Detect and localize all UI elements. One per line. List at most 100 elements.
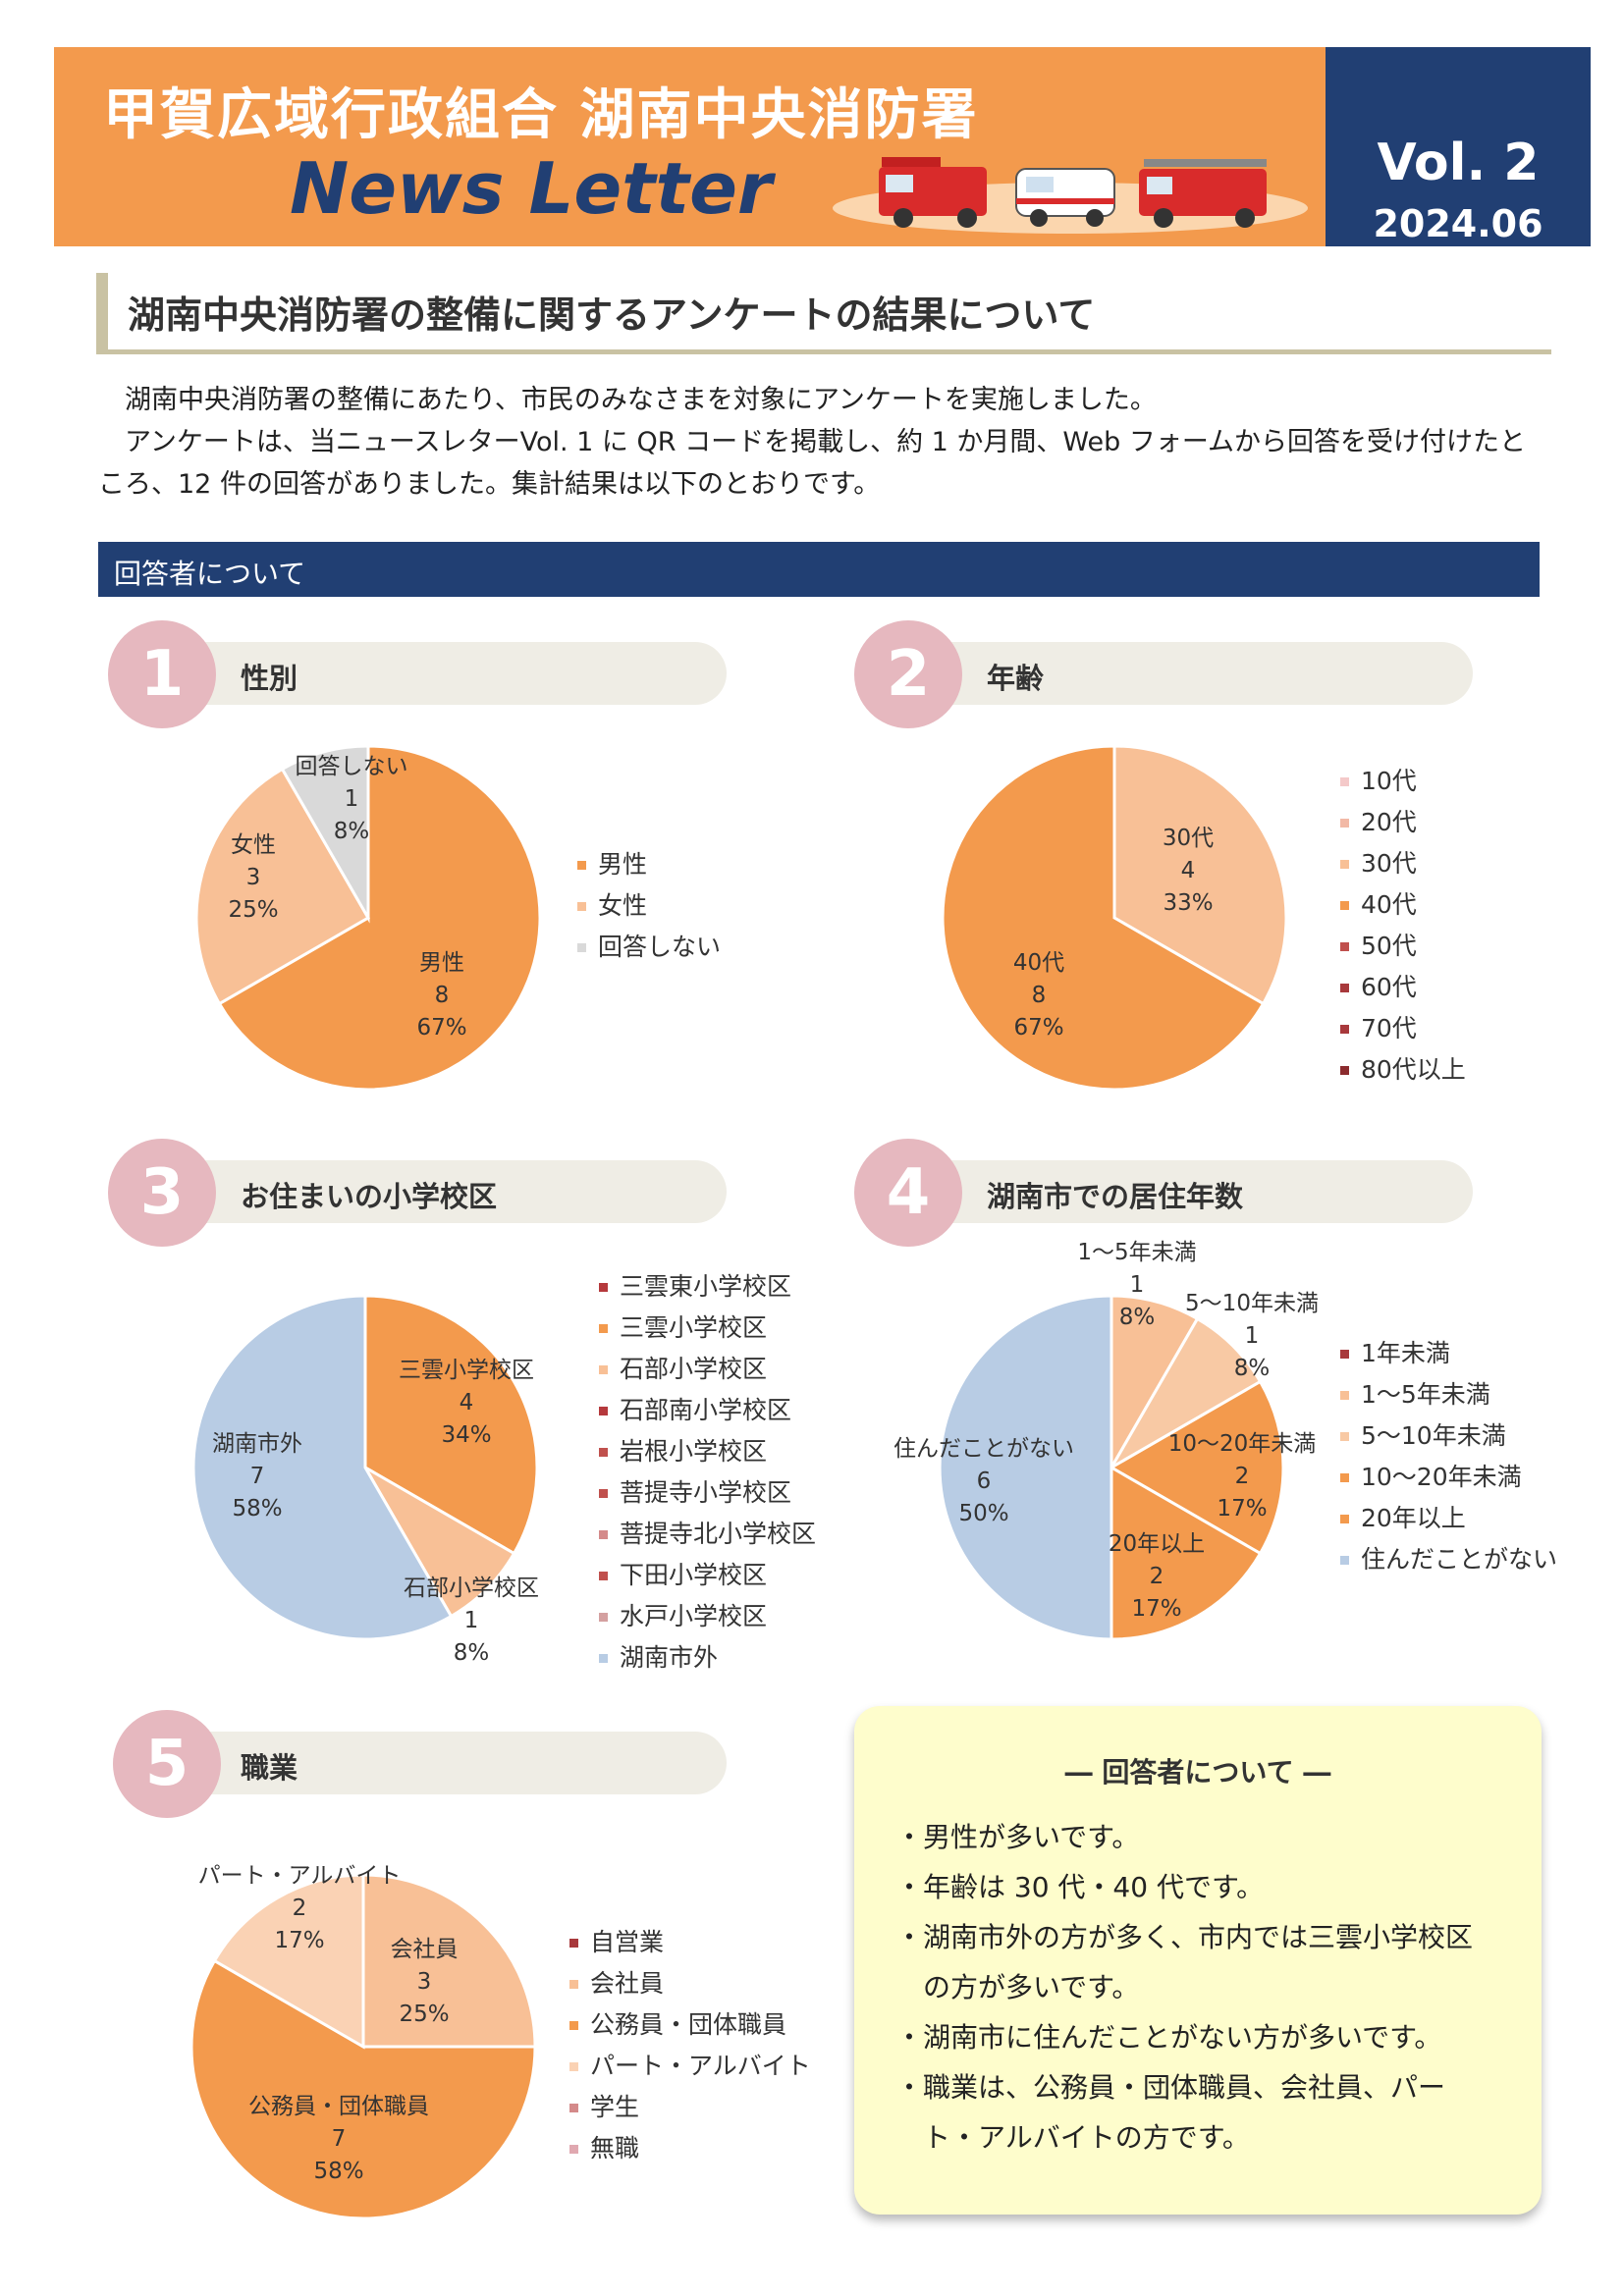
question-1-label: 性別 bbox=[241, 662, 298, 695]
slice-label: 会社員 3 25% bbox=[391, 1934, 459, 2031]
legend-swatch bbox=[569, 2144, 578, 2154]
slice-percent: 17% bbox=[1131, 1596, 1182, 1622]
legend-label: 10代 bbox=[1361, 767, 1417, 795]
slice-percent: 8% bbox=[453, 1640, 490, 1666]
legend-item: 菩提寺小学校区 bbox=[599, 1472, 816, 1514]
legend-swatch bbox=[1340, 776, 1349, 786]
legend-item: 住んだことがない bbox=[1340, 1539, 1557, 1580]
legend-label: 水戸小学校区 bbox=[620, 1602, 768, 1630]
slice-count: 7 bbox=[331, 2126, 347, 2152]
chart-legend-4: 1年未満 1～5年未満 5～10年未満 10～20年未満 20年以上住んだことがない bbox=[1340, 1333, 1557, 1580]
question-2-number: 2 bbox=[854, 620, 962, 728]
intro-text: 湖南中央消防署の整備にあたり、市民のみなさまを対象にアンケートを実施しました。 … bbox=[98, 379, 1551, 506]
legend-label: 50代 bbox=[1361, 932, 1417, 960]
legend-swatch bbox=[577, 942, 586, 952]
slice-label: 石部小学校区 1 8% bbox=[404, 1573, 539, 1670]
chart-legend-5: 自営業 会社員 公務員・団体職員 パート・アルバイト 学生 無職 bbox=[569, 1922, 811, 2169]
legend-item: 会社員 bbox=[569, 1963, 811, 2004]
legend-label: 石部小学校区 bbox=[620, 1355, 768, 1383]
chart-legend-2: 10代 20代 30代 40代 50代 60代 70代 80代以上 bbox=[1340, 761, 1466, 1091]
slice-percent: 58% bbox=[232, 1496, 283, 1522]
legend-item: 5～10年未満 bbox=[1340, 1415, 1557, 1457]
legend-item: 10代 bbox=[1340, 761, 1466, 802]
summary-item: ・年齢は 30 代・40 代です。 bbox=[895, 1871, 1265, 1903]
legend-item: 石部南小学校区 bbox=[599, 1390, 816, 1431]
legend-swatch bbox=[599, 1529, 608, 1539]
slice-category: 女性 bbox=[231, 832, 276, 858]
pie-slice-3-3 bbox=[191, 1294, 454, 1641]
slice-label: 回答しない 1 8% bbox=[296, 751, 408, 848]
legend-label: 30代 bbox=[1361, 849, 1417, 878]
legend-item: 自営業 bbox=[569, 1922, 811, 1963]
legend-label: 60代 bbox=[1361, 973, 1417, 1001]
pie-slice-4-4 bbox=[1110, 1465, 1263, 1641]
legend-item: 1～5年未満 bbox=[1340, 1374, 1557, 1415]
legend-swatch bbox=[599, 1282, 608, 1292]
slice-category: パート・アルバイト bbox=[197, 1863, 402, 1889]
legend-swatch bbox=[1340, 1390, 1349, 1400]
summary-item: ・職業は、公務員・団体職員、会社員、パート・アルバイトの方です。 bbox=[895, 2071, 1446, 2154]
question-5-number: 5 bbox=[113, 1710, 221, 1818]
slice-category: 公務員・団体職員 bbox=[248, 2094, 429, 2119]
legend-swatch bbox=[599, 1323, 608, 1333]
legend-label: 20年以上 bbox=[1361, 1504, 1466, 1532]
pie-slice-5-2 bbox=[189, 1958, 537, 2220]
chart-legend-3: 三雲東小学校区 三雲小学校区 石部小学校区 石部南小学校区 岩根小学校区 菩提寺小学校区菩… bbox=[599, 1266, 816, 1679]
legend-item: 20年以上 bbox=[1340, 1498, 1557, 1539]
legend-swatch bbox=[599, 1488, 608, 1498]
legend-swatch bbox=[569, 2103, 578, 2112]
slice-count: 3 bbox=[416, 1969, 432, 1995]
slice-percent: 17% bbox=[1217, 1496, 1268, 1522]
pie-slice-4-5 bbox=[938, 1294, 1113, 1641]
legend-label: 10～20年未満 bbox=[1361, 1463, 1522, 1491]
legend-label: 自営業 bbox=[590, 1928, 665, 1956]
legend-item: 水戸小学校区 bbox=[599, 1596, 816, 1637]
legend-item: 30代 bbox=[1340, 843, 1466, 884]
question-5-label: 職業 bbox=[241, 1751, 298, 1785]
slice-category: 20年以上 bbox=[1108, 1531, 1206, 1557]
legend-item: 20代 bbox=[1340, 802, 1466, 843]
legend-item: 菩提寺北小学校区 bbox=[599, 1514, 816, 1555]
summary-item: ・湖南市に住んだことがない方が多いです。 bbox=[895, 2021, 1442, 2054]
slice-category: 石部小学校区 bbox=[404, 1575, 539, 1601]
legend-item: 男性 bbox=[577, 844, 721, 885]
respondents-bar: 回答者について bbox=[98, 542, 1540, 597]
slice-count: 1 bbox=[344, 786, 359, 812]
section-title: 湖南中央消防署の整備に関するアンケートの結果について bbox=[128, 294, 1096, 337]
slice-label: 10～20年未満 2 17% bbox=[1168, 1428, 1317, 1525]
slice-percent: 58% bbox=[313, 2159, 364, 2184]
slice-percent: 8% bbox=[333, 819, 370, 844]
legend-item: 公務員・団体職員 bbox=[569, 2004, 811, 2046]
slice-category: 回答しない bbox=[295, 754, 408, 779]
slice-label: 女性 3 25% bbox=[228, 829, 278, 927]
slice-count: 1 bbox=[1244, 1323, 1260, 1349]
pie-slice-4-2 bbox=[1107, 1316, 1263, 1472]
intro-paragraph-2: アンケートは、当ニュースレターVol. 1 に QR コードを掲載し、約 1 か… bbox=[98, 427, 1527, 500]
slice-count: 8 bbox=[434, 983, 450, 1008]
slice-percent: 33% bbox=[1163, 890, 1214, 916]
slice-category: 40代 bbox=[1012, 950, 1065, 976]
legend-item: 三雲小学校区 bbox=[599, 1308, 816, 1349]
summary-list: ・男性が多いです。 ・年齢は 30 代・40 代です。 ・湖南市外の方が多く、市… bbox=[895, 1812, 1485, 2163]
legend-label: 1～5年未満 bbox=[1361, 1380, 1490, 1409]
slice-count: 3 bbox=[245, 865, 261, 890]
legend-swatch bbox=[599, 1653, 608, 1663]
slice-label: 男性 8 67% bbox=[416, 947, 466, 1044]
legend-item: 岩根小学校区 bbox=[599, 1431, 816, 1472]
intro-paragraph-1: 湖南中央消防署の整備にあたり、市民のみなさまを対象にアンケートを実施しました。 bbox=[98, 385, 1157, 415]
question-4-label: 湖南市での居住年数 bbox=[987, 1180, 1244, 1213]
pie-slice-1-1 bbox=[217, 744, 542, 1092]
question-2-label: 年齢 bbox=[987, 662, 1045, 695]
slice-label: 住んだことがない 6 50% bbox=[893, 1433, 1074, 1530]
legend-swatch bbox=[569, 1938, 578, 1948]
summary-box: ― 回答者について ― ・男性が多いです。 ・年齢は 30 代・40 代です。 … bbox=[854, 1706, 1542, 2215]
legend-item: 女性 bbox=[577, 885, 721, 927]
slice-percent: 34% bbox=[441, 1422, 492, 1448]
legend-item: パート・アルバイト bbox=[569, 2046, 811, 2087]
chart-legend-1: 男性 女性 回答しない bbox=[577, 844, 721, 968]
legend-label: 菩提寺北小学校区 bbox=[620, 1520, 817, 1548]
slice-category: 1～5年未満 bbox=[1077, 1240, 1197, 1265]
volume-label: Vol. 2 bbox=[1377, 133, 1540, 192]
legend-item: 下田小学校区 bbox=[599, 1555, 816, 1596]
legend-label: 1年未満 bbox=[1361, 1339, 1450, 1367]
